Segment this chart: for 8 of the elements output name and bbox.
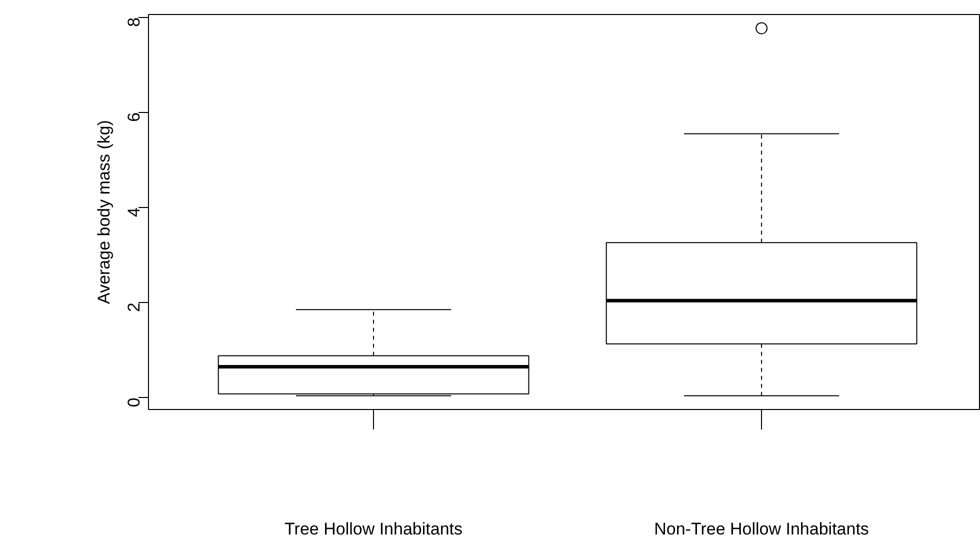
x-tick-label: Non-Tree Hollow Inhabitants bbox=[654, 520, 869, 538]
y-tick-label: 6 bbox=[124, 112, 144, 122]
y-tick-label: 8 bbox=[124, 17, 144, 27]
y-tick-label: 2 bbox=[124, 302, 144, 312]
x-tick-label: Tree Hollow Inhabitants bbox=[284, 520, 463, 538]
y-axis-title: Average body mass (kg) bbox=[94, 120, 114, 304]
y-tick-label: 4 bbox=[124, 207, 144, 217]
y-tick-label: 0 bbox=[124, 398, 144, 408]
